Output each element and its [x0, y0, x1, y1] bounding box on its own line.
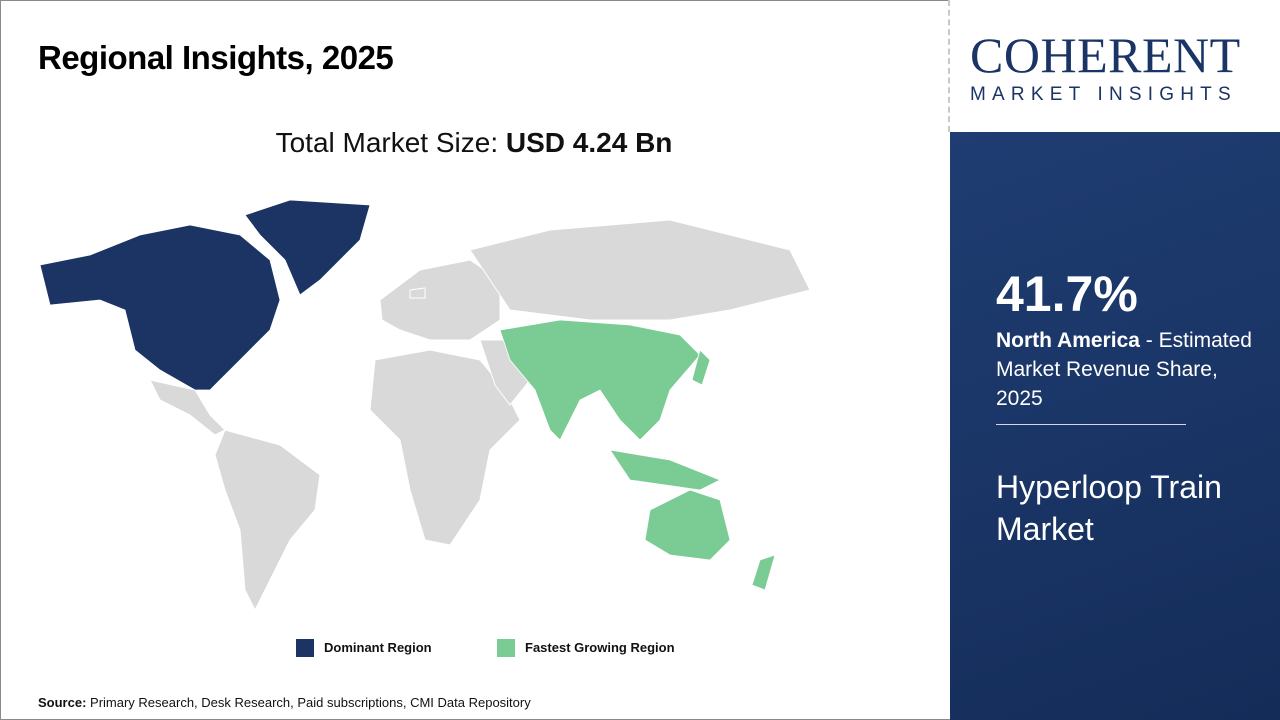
- source-note: Source: Primary Research, Desk Research,…: [38, 695, 531, 711]
- legend-swatch-fastest: [497, 639, 515, 657]
- region-name: North America: [996, 329, 1140, 352]
- region-australia: [644, 489, 731, 561]
- logo-wordmark: COHERENT: [970, 27, 1241, 83]
- region-japan: [691, 349, 711, 386]
- region-south-america: [214, 429, 321, 612]
- legend-swatch-dominant: [296, 639, 314, 657]
- region-new-zealand: [751, 554, 776, 591]
- region-asia-pacific: [499, 319, 701, 441]
- panel-divider: [996, 424, 1186, 425]
- source-text: Primary Research, Desk Research, Paid su…: [86, 695, 531, 710]
- region-russia: [469, 219, 811, 321]
- region-africa: [369, 349, 521, 546]
- share-value: 41.7%: [996, 266, 1138, 322]
- info-panel: 41.7% North America - Estimated Market R…: [950, 132, 1280, 720]
- total-market-value: USD 4.24 Bn: [505, 127, 673, 158]
- region-central-america: [149, 379, 226, 436]
- share-description: North America - Estimated Market Revenue…: [996, 326, 1266, 413]
- source-label: Source:: [38, 695, 87, 710]
- total-market-label: Total Market Size:: [275, 127, 506, 158]
- region-north-america: [39, 224, 281, 391]
- total-market-size: Total Market Size: USD 4.24 Bn: [0, 126, 948, 160]
- world-map: [39, 199, 811, 612]
- legend-label: Dominant Region: [324, 640, 432, 655]
- page-title: Regional Insights, 2025: [38, 39, 394, 76]
- region-greenland: [244, 199, 371, 296]
- region-southeast-asia: [609, 449, 721, 491]
- legend-dominant: Dominant Region: [296, 639, 432, 657]
- region-europe: [379, 259, 501, 341]
- region-iceland: [409, 287, 426, 299]
- legend-fastest: Fastest Growing Region: [497, 639, 675, 657]
- share-text: - Estimated Market Revenue Share, 2025: [996, 329, 1252, 410]
- logo-tagline: MARKET INSIGHTS: [970, 84, 1237, 105]
- divider: [948, 0, 950, 132]
- logo: COHERENT MARKET INSIGHTS: [950, 0, 1280, 132]
- legend-label: Fastest Growing Region: [525, 640, 675, 655]
- market-name: Hyperloop Train Market: [996, 469, 1222, 547]
